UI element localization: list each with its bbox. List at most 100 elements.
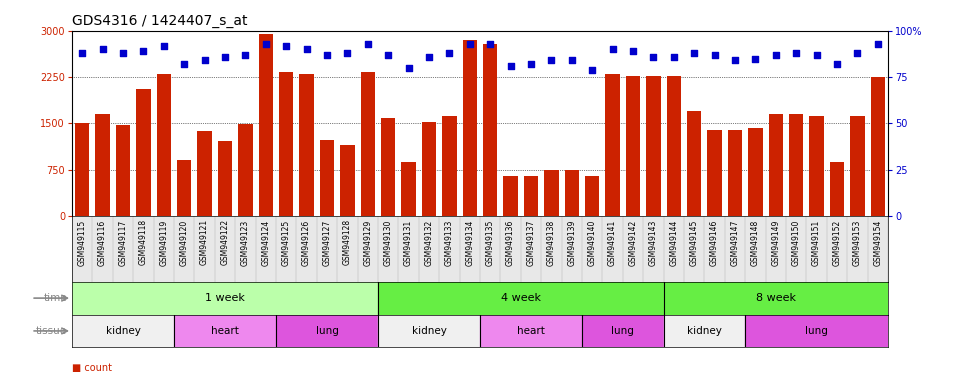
Point	[666, 54, 682, 60]
Bar	[72, 282, 378, 314]
Text: GSM949139: GSM949139	[567, 219, 576, 266]
Bar	[564, 170, 579, 216]
Bar	[769, 114, 783, 216]
Point	[299, 46, 314, 52]
Bar	[95, 114, 109, 216]
Text: GSM949132: GSM949132	[424, 219, 434, 266]
Bar	[320, 140, 334, 216]
Text: GSM949135: GSM949135	[486, 219, 494, 266]
Text: GSM949123: GSM949123	[241, 219, 250, 266]
Bar	[198, 131, 212, 216]
Point	[829, 61, 845, 67]
Text: GSM949143: GSM949143	[649, 219, 658, 266]
Text: kidney: kidney	[106, 326, 140, 336]
Point	[442, 50, 457, 56]
Point	[320, 52, 335, 58]
Text: GSM949131: GSM949131	[404, 219, 413, 266]
Point	[483, 41, 498, 47]
Bar	[401, 162, 416, 216]
Point	[870, 41, 885, 47]
Bar	[748, 128, 762, 216]
Text: GSM949150: GSM949150	[792, 219, 801, 266]
Text: GSM949129: GSM949129	[363, 219, 372, 266]
Bar	[279, 72, 294, 216]
Bar	[421, 122, 436, 216]
Bar	[789, 114, 804, 216]
Bar	[136, 89, 151, 216]
Bar	[381, 118, 396, 216]
Text: GSM949144: GSM949144	[669, 219, 679, 266]
Text: ■ count: ■ count	[72, 364, 112, 374]
Text: GSM949153: GSM949153	[852, 219, 862, 266]
Text: GSM949138: GSM949138	[547, 219, 556, 266]
Bar	[582, 314, 663, 348]
Bar	[174, 314, 276, 348]
Bar	[809, 116, 824, 216]
Point	[707, 52, 722, 58]
Bar	[75, 123, 89, 216]
Text: heart: heart	[517, 326, 545, 336]
Bar	[258, 34, 273, 216]
Text: GSM949141: GSM949141	[608, 219, 617, 266]
Text: 4 week: 4 week	[501, 293, 540, 303]
Point	[177, 61, 192, 67]
Bar	[851, 116, 865, 216]
Text: lung: lung	[805, 326, 828, 336]
Bar	[708, 129, 722, 216]
Text: time: time	[43, 293, 67, 303]
Text: GSM949121: GSM949121	[200, 219, 209, 265]
Bar	[871, 77, 885, 216]
Point	[585, 66, 600, 73]
Text: GSM949136: GSM949136	[506, 219, 516, 266]
Point	[421, 54, 437, 60]
Point	[503, 63, 518, 69]
Text: GSM949119: GSM949119	[159, 219, 168, 266]
Point	[564, 57, 580, 63]
Text: GDS4316 / 1424407_s_at: GDS4316 / 1424407_s_at	[72, 14, 248, 28]
Text: 1 week: 1 week	[205, 293, 245, 303]
Bar	[646, 76, 660, 216]
Bar	[300, 74, 314, 216]
Text: GSM949134: GSM949134	[466, 219, 474, 266]
Text: GSM949137: GSM949137	[526, 219, 536, 266]
Text: kidney: kidney	[687, 326, 722, 336]
Bar	[728, 130, 742, 216]
Bar	[585, 176, 599, 216]
Point	[686, 50, 702, 56]
Text: lung: lung	[316, 326, 339, 336]
Text: GSM949118: GSM949118	[139, 219, 148, 265]
Text: GSM949125: GSM949125	[281, 219, 291, 266]
Text: GSM949116: GSM949116	[98, 219, 108, 266]
Point	[809, 52, 825, 58]
Bar	[829, 162, 844, 216]
Bar	[72, 314, 174, 348]
Bar	[177, 161, 191, 216]
Point	[95, 46, 110, 52]
Text: GSM949120: GSM949120	[180, 219, 189, 266]
Point	[401, 65, 417, 71]
Bar	[116, 125, 131, 216]
Bar	[238, 124, 252, 216]
Point	[850, 50, 865, 56]
Bar	[663, 314, 745, 348]
Point	[748, 55, 763, 61]
Text: GSM949146: GSM949146	[710, 219, 719, 266]
Text: 8 week: 8 week	[756, 293, 796, 303]
Point	[135, 48, 151, 54]
Bar	[218, 141, 232, 216]
Text: GSM949149: GSM949149	[771, 219, 780, 266]
Text: GSM949126: GSM949126	[302, 219, 311, 266]
Text: GSM949127: GSM949127	[323, 219, 331, 266]
Text: GSM949124: GSM949124	[261, 219, 271, 266]
Point	[543, 57, 559, 63]
Bar	[544, 170, 559, 216]
Bar	[378, 282, 663, 314]
Text: GSM949117: GSM949117	[118, 219, 128, 266]
Bar	[443, 116, 457, 216]
Text: tissue: tissue	[36, 326, 67, 336]
Text: GSM949154: GSM949154	[874, 219, 882, 266]
Bar	[276, 314, 378, 348]
Bar	[463, 40, 477, 216]
Text: lung: lung	[612, 326, 635, 336]
Text: GSM949145: GSM949145	[689, 219, 699, 266]
